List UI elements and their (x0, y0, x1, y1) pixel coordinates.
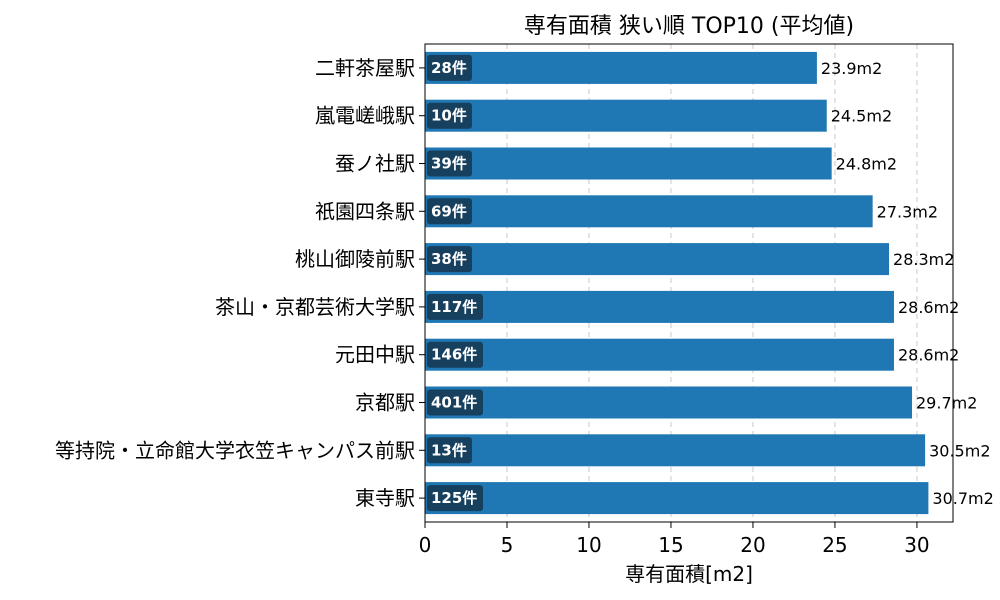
y-tick-label: 桃山御陵前駅 (295, 247, 415, 271)
count-badge (427, 485, 483, 512)
value-label: 29.7m2 (916, 394, 977, 413)
count-label: 125件 (431, 489, 477, 507)
count-label: 69件 (431, 202, 467, 220)
y-tick-label: 等持院・立命館大学衣笠キャンパス前駅 (55, 438, 415, 462)
bar (425, 386, 913, 419)
count-label: 401件 (431, 394, 477, 412)
value-label: 28.6m2 (898, 298, 959, 317)
y-axis: 二軒茶屋駅嵐電嵯峨駅蚕ノ社駅祇園四条駅桃山御陵前駅茶山・京都芸術大学駅元田中駅京… (55, 56, 425, 510)
bar (425, 290, 894, 323)
value-label: 24.5m2 (831, 107, 892, 126)
y-tick-label: 嵐電嵯峨駅 (315, 104, 415, 128)
y-tick-label: 二軒茶屋駅 (315, 56, 415, 80)
count-badge (427, 437, 472, 464)
x-tick-label: 5 (501, 533, 514, 557)
bar (425, 147, 832, 180)
bar (425, 243, 890, 276)
y-tick-label: 東寺駅 (355, 486, 415, 510)
x-axis-label: 専有面積[m2] (625, 562, 753, 586)
y-tick-label: 元田中駅 (335, 343, 415, 367)
count-label: 10件 (431, 107, 467, 125)
count-label: 28件 (431, 59, 467, 77)
bar (425, 99, 827, 132)
count-badge (427, 246, 472, 273)
value-label: 28.6m2 (898, 346, 959, 365)
count-label: 13件 (431, 441, 467, 459)
plot-frame (424, 43, 954, 523)
x-tick-label: 25 (822, 533, 847, 557)
x-tick-label: 20 (740, 533, 765, 557)
chart-title: 専有面積 狭い順 TOP10 (平均値) (524, 14, 854, 39)
y-tick-label: 蚕ノ社駅 (335, 152, 415, 176)
count-label: 39件 (431, 155, 467, 173)
x-axis: 0 5 10 15 20 25 30 (419, 522, 930, 557)
x-tick-label: 0 (419, 533, 432, 557)
bar (425, 195, 873, 228)
count-badge (427, 198, 472, 225)
value-label: 28.3m2 (893, 250, 954, 269)
bar (425, 434, 926, 467)
count-badge (427, 293, 483, 320)
value-label: 24.8m2 (836, 155, 897, 174)
y-tick-label: 京都駅 (355, 391, 415, 415)
y-tick-label: 茶山・京都芸術大学駅 (215, 295, 415, 319)
bar (425, 338, 894, 371)
x-tick-label: 10 (576, 533, 601, 557)
value-label: 30.5m2 (929, 441, 990, 460)
count-label: 38件 (431, 250, 467, 268)
count-badge (427, 341, 483, 368)
y-tick-label: 祇園四条駅 (315, 199, 415, 223)
x-tick-label: 30 (904, 533, 929, 557)
value-label: 23.9m2 (821, 59, 882, 78)
count-badge (427, 102, 472, 129)
bar (425, 482, 929, 515)
count-badge (427, 54, 472, 81)
value-label: 30.7m2 (932, 489, 993, 508)
value-label: 27.3m2 (877, 202, 938, 221)
bars: 28件 23.9m2 10件 24.5m2 39件 24.8m2 69件 27.3m2 38件 2… (425, 51, 994, 515)
count-label: 146件 (431, 346, 477, 364)
x-tick-label: 15 (658, 533, 683, 557)
count-badge (427, 389, 483, 416)
count-badge (427, 150, 472, 177)
bar (425, 51, 817, 84)
count-label: 117件 (431, 298, 477, 316)
